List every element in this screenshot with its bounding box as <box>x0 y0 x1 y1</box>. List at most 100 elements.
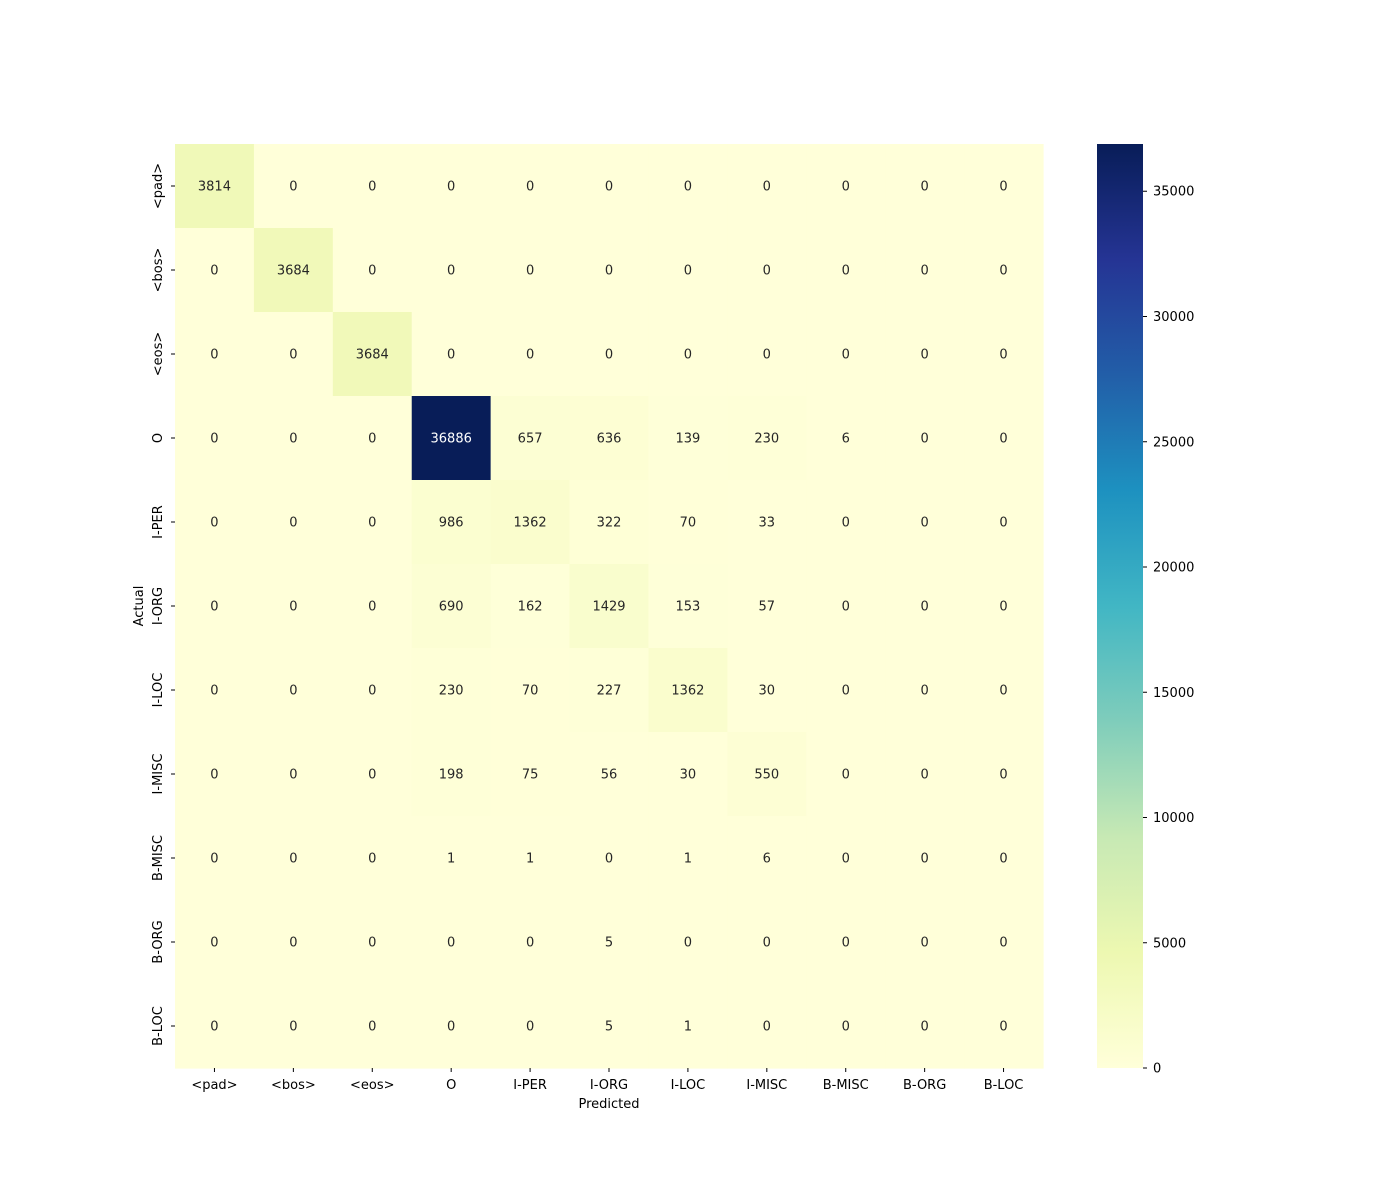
cell-value-label: 0 <box>684 936 692 951</box>
cell-value-label: 0 <box>289 684 297 699</box>
y-tick-label: <bos> <box>151 248 166 293</box>
cell-value-label: 70 <box>680 516 697 531</box>
cell-value-label: 0 <box>368 936 376 951</box>
cell-value-label: 0 <box>605 852 613 867</box>
cell-value-label: 0 <box>920 600 928 615</box>
colorbar-tick-label: 5000 <box>1153 936 1186 951</box>
cell-value-label: 0 <box>920 852 928 867</box>
cell-value-label: 6 <box>842 432 850 447</box>
cell-value-label: 0 <box>999 180 1007 195</box>
y-axis-label: Actual <box>132 586 147 627</box>
cell-value-label: 1 <box>526 852 534 867</box>
cell-value-label: 0 <box>920 768 928 783</box>
y-tick-label: B-ORG <box>151 920 166 963</box>
x-tick-label: I-ORG <box>590 1078 628 1093</box>
cell-value-label: 0 <box>999 684 1007 699</box>
cell-value-label: 56 <box>601 768 618 783</box>
cell-value-label: 0 <box>763 180 771 195</box>
cell-value-label: 0 <box>842 684 850 699</box>
cell-value-label: 550 <box>754 768 779 783</box>
cell-value-label: 0 <box>447 264 455 279</box>
cell-value-label: 198 <box>439 768 464 783</box>
cell-value-label: 322 <box>597 516 622 531</box>
cell-value-label: 0 <box>763 936 771 951</box>
cell-value-label: 3684 <box>356 348 389 363</box>
cell-value-label: 139 <box>675 432 700 447</box>
cell-value-label: 33 <box>759 516 776 531</box>
cell-value-label: 0 <box>920 1020 928 1035</box>
cell-value-label: 75 <box>522 768 539 783</box>
cell-value-label: 227 <box>597 684 622 699</box>
cell-value-label: 0 <box>842 180 850 195</box>
x-tick-label: <bos> <box>271 1078 316 1093</box>
cell-value-label: 0 <box>920 684 928 699</box>
colorbar-ticks: 05000100001500020000250003000035000 <box>1143 185 1194 1077</box>
cell-value-label: 0 <box>289 180 297 195</box>
cell-value-label: 0 <box>447 348 455 363</box>
cell-value-label: 0 <box>999 432 1007 447</box>
cell-value-label: 0 <box>368 180 376 195</box>
cell-value-label: 0 <box>210 852 218 867</box>
cell-value-label: 0 <box>368 852 376 867</box>
cell-value-label: 0 <box>289 432 297 447</box>
cell-value-label: 0 <box>842 852 850 867</box>
colorbar-tick-label: 15000 <box>1153 686 1194 701</box>
heatmap-cells: 3814 0 0 0 0 0 0 0 0 0 0 0 3684 0 0 0 0 0 0 0 0 0 0 0 3684 0 0 0 0 0 0… <box>175 144 1044 1069</box>
cell-value-label: 0 <box>368 432 376 447</box>
colorbar-tick-label: 35000 <box>1153 185 1194 200</box>
cell-value-label: 30 <box>680 768 697 783</box>
cell-value-label: 1 <box>684 852 692 867</box>
cell-value-label: 0 <box>605 180 613 195</box>
cell-value-label: 162 <box>518 600 543 615</box>
cell-value-label: 0 <box>210 516 218 531</box>
cell-value-label: 1 <box>684 1020 692 1035</box>
cell-value-label: 0 <box>526 1020 534 1035</box>
cell-value-label: 0 <box>289 516 297 531</box>
y-axis-ticks: <pad> <bos> <eos> O I-PER I-ORG I-LOC I-MISC B-M… <box>151 163 175 1046</box>
x-tick-label: I-LOC <box>671 1078 706 1093</box>
cell-value-label: 0 <box>210 432 218 447</box>
cell-value-label: 0 <box>920 432 928 447</box>
cell-value-label: 0 <box>842 600 850 615</box>
cell-value-label: 0 <box>684 264 692 279</box>
y-tick-label: <pad> <box>151 163 166 209</box>
cell-value-label: 153 <box>675 600 700 615</box>
cell-value-label: 0 <box>289 1020 297 1035</box>
cell-value-label: 0 <box>842 348 850 363</box>
colorbar-tick-label: 0 <box>1153 1062 1161 1077</box>
cell-value-label: 0 <box>210 264 218 279</box>
cell-value-label: 0 <box>447 1020 455 1035</box>
cell-value-label: 0 <box>999 936 1007 951</box>
y-tick-label: I-PER <box>151 505 166 539</box>
cell-value-label: 3814 <box>198 180 231 195</box>
y-tick-label: <eos> <box>151 332 166 377</box>
cell-value-label: 1362 <box>514 516 547 531</box>
cell-value-label: 0 <box>289 348 297 363</box>
cell-value-label: 0 <box>684 180 692 195</box>
cell-value-label: 5 <box>605 1020 613 1035</box>
x-tick-label: B-ORG <box>903 1078 946 1093</box>
cell-value-label: 0 <box>210 348 218 363</box>
cell-value-label: 636 <box>597 432 622 447</box>
cell-value-label: 0 <box>920 936 928 951</box>
cell-value-label: 5 <box>605 936 613 951</box>
cell-value-label: 0 <box>368 1020 376 1035</box>
cell-value-label: 230 <box>439 684 464 699</box>
cell-value-label: 0 <box>999 348 1007 363</box>
y-tick-label: B-LOC <box>151 1006 166 1046</box>
cell-value-label: 0 <box>368 600 376 615</box>
colorbar-tick-label: 30000 <box>1153 310 1194 325</box>
cell-value-label: 0 <box>210 600 218 615</box>
cell-value-label: 3684 <box>277 264 310 279</box>
cell-value-label: 1 <box>447 852 455 867</box>
cell-value-label: 0 <box>526 180 534 195</box>
cell-value-label: 0 <box>920 516 928 531</box>
cell-value-label: 0 <box>842 768 850 783</box>
cell-value-label: 0 <box>920 264 928 279</box>
cell-value-label: 36886 <box>431 432 472 447</box>
cell-value-label: 230 <box>754 432 779 447</box>
cell-value-label: 0 <box>210 936 218 951</box>
cell-value-label: 30 <box>759 684 776 699</box>
cell-value-label: 0 <box>447 936 455 951</box>
cell-value-label: 0 <box>999 264 1007 279</box>
